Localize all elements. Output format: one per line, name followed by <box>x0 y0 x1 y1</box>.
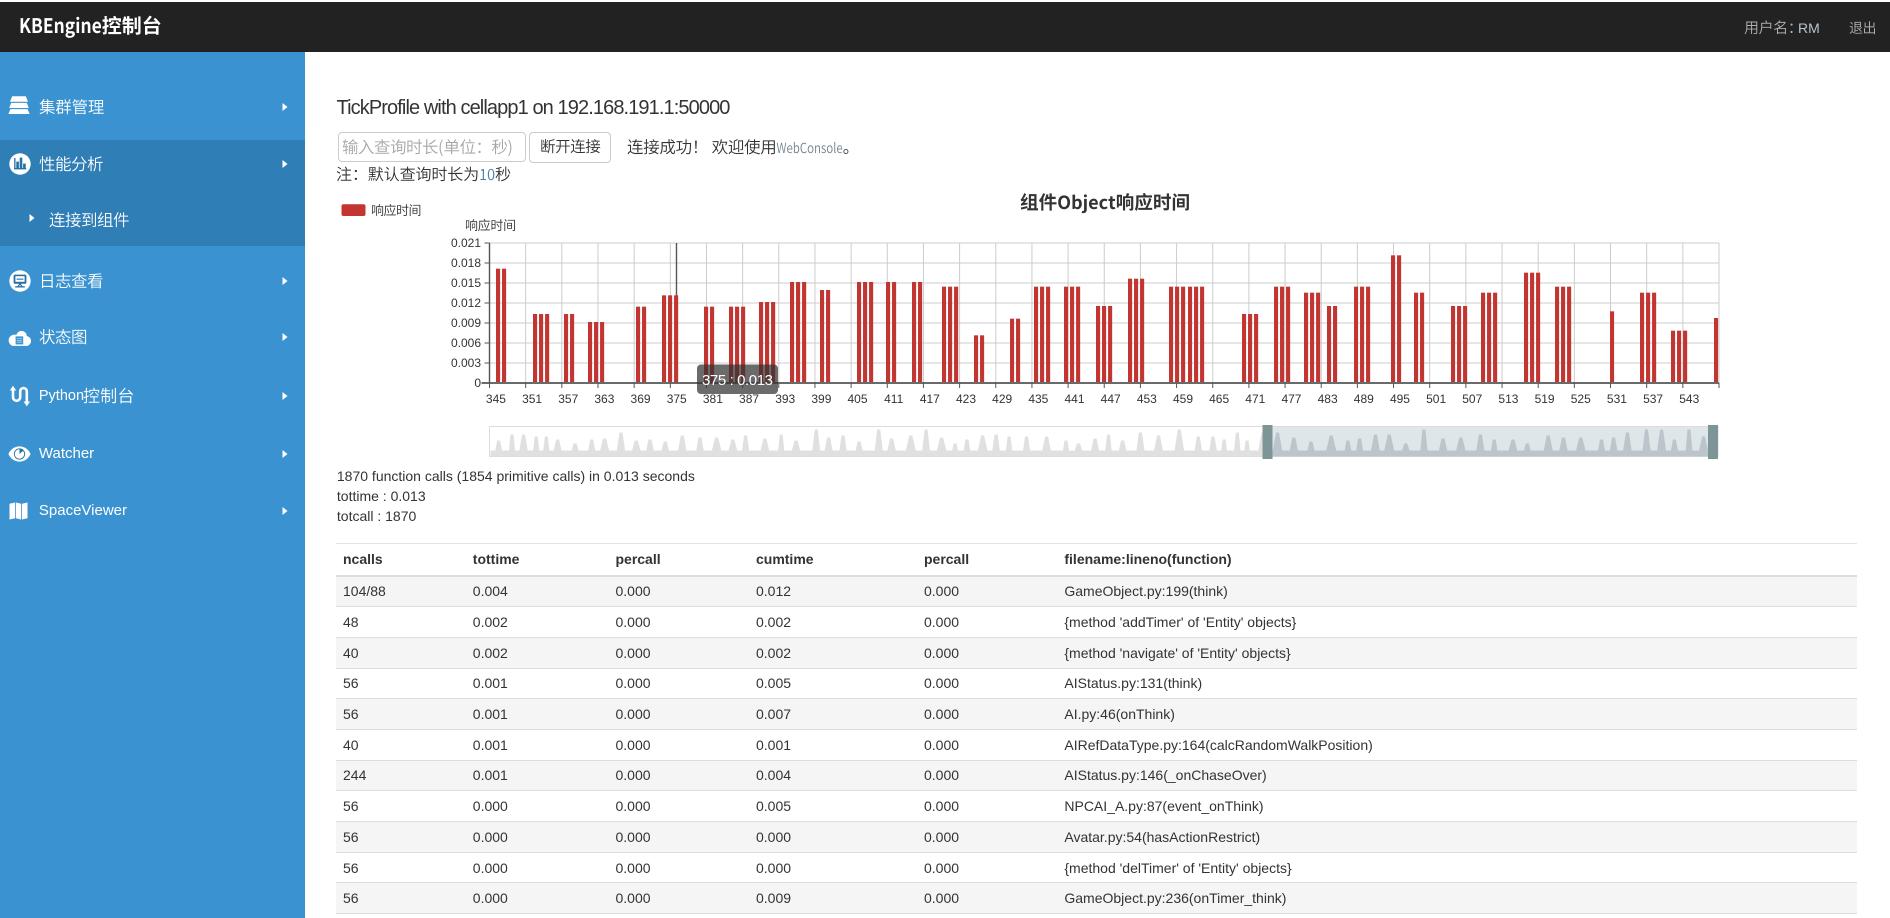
svg-text:387: 387 <box>739 392 759 406</box>
svg-text:465: 465 <box>1209 392 1229 406</box>
svg-text:0.018: 0.018 <box>451 256 481 270</box>
svg-text:0.003: 0.003 <box>451 356 481 370</box>
svg-text:483: 483 <box>1318 392 1338 406</box>
svg-text:537: 537 <box>1643 392 1663 406</box>
svg-text:381: 381 <box>703 392 723 406</box>
svg-text:525: 525 <box>1571 392 1591 406</box>
svg-text:507: 507 <box>1462 392 1482 406</box>
svg-text:543: 543 <box>1679 392 1699 406</box>
svg-text:369: 369 <box>631 392 651 406</box>
svg-text:441: 441 <box>1064 392 1084 406</box>
svg-text:0.012: 0.012 <box>451 296 481 310</box>
svg-text:423: 423 <box>956 392 976 406</box>
svg-text:399: 399 <box>811 392 831 406</box>
svg-text:495: 495 <box>1390 392 1410 406</box>
svg-text:453: 453 <box>1137 392 1157 406</box>
svg-text:351: 351 <box>522 392 542 406</box>
svg-text:0.009: 0.009 <box>451 316 481 330</box>
svg-text:405: 405 <box>848 392 868 406</box>
svg-text:459: 459 <box>1173 392 1193 406</box>
svg-text:531: 531 <box>1607 392 1627 406</box>
svg-text:447: 447 <box>1101 392 1121 406</box>
svg-text:0.015: 0.015 <box>451 276 481 290</box>
svg-text:489: 489 <box>1354 392 1374 406</box>
svg-text:513: 513 <box>1498 392 1518 406</box>
svg-text:501: 501 <box>1426 392 1446 406</box>
svg-text:0.006: 0.006 <box>451 336 481 350</box>
svg-text:393: 393 <box>775 392 795 406</box>
svg-text:471: 471 <box>1245 392 1265 406</box>
svg-text:375 : 0.013: 375 : 0.013 <box>702 372 773 389</box>
svg-text:0.021: 0.021 <box>451 236 481 250</box>
svg-text:357: 357 <box>558 392 578 406</box>
svg-text:429: 429 <box>992 392 1012 406</box>
svg-text:435: 435 <box>1028 392 1048 406</box>
svg-text:375: 375 <box>667 392 687 406</box>
svg-text:363: 363 <box>594 392 614 406</box>
svg-text:519: 519 <box>1535 392 1555 406</box>
svg-text:477: 477 <box>1281 392 1301 406</box>
svg-text:411: 411 <box>884 392 903 406</box>
svg-text:345: 345 <box>486 392 506 406</box>
svg-text:0: 0 <box>474 376 481 390</box>
svg-text:417: 417 <box>920 392 940 406</box>
